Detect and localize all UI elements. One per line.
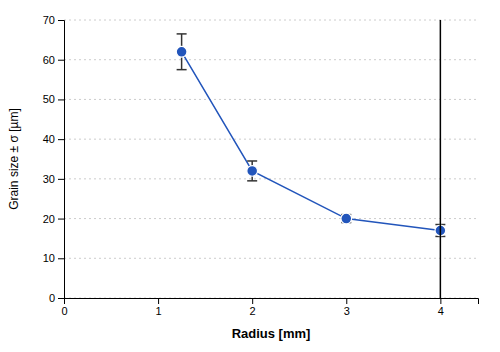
- x-tick-label: 0: [61, 305, 67, 317]
- grid-line: [64, 178, 478, 179]
- grid-line: [64, 218, 478, 219]
- x-tick-label: 4: [438, 305, 444, 317]
- x-axis-title: Radius [mm]: [232, 326, 311, 341]
- y-tick: 10: [43, 252, 64, 264]
- y-axis: 0 10 20 30 40 50 60 70: [43, 14, 65, 304]
- grid-line: [64, 139, 478, 140]
- y-tick: 20: [43, 213, 64, 225]
- chart-container: 01234010203040506070Radius [mm]Grain siz…: [0, 0, 500, 352]
- y-axis-title: Grain size ± σ [µm]: [7, 108, 21, 210]
- marker: [176, 46, 187, 57]
- x-tick-label: 2: [250, 305, 256, 317]
- y-tick-mark: [58, 99, 64, 100]
- y-tick: 50: [43, 93, 64, 105]
- y-tick-label: 70: [43, 14, 55, 26]
- y-tick-mark: [58, 298, 64, 299]
- x-tick-mark: [158, 298, 159, 304]
- x-tick-mark: [440, 298, 441, 304]
- error-cap-upper: [177, 33, 187, 35]
- marker: [341, 213, 352, 224]
- error-bars: [177, 34, 446, 237]
- series-line: [182, 52, 441, 231]
- y-tick: 60: [43, 54, 64, 66]
- x-tick-label: 3: [344, 305, 350, 317]
- x-tick: 2: [250, 298, 256, 317]
- x-axis-line: [65, 299, 479, 305]
- y-tick-mark: [58, 60, 64, 61]
- grid-line: [64, 99, 478, 100]
- plot-area: [176, 20, 445, 298]
- grid: [64, 20, 478, 298]
- y-axis-line: [58, 21, 65, 299]
- grid-line: [64, 59, 478, 60]
- y-tick: 30: [43, 173, 64, 185]
- y-tick: 40: [43, 133, 64, 145]
- grid-line: [64, 20, 478, 21]
- chart-svg: 01234010203040506070Radius [mm]Grain siz…: [0, 0, 500, 352]
- y-tick: 0: [49, 292, 64, 304]
- y-tick-mark: [58, 20, 64, 21]
- error-cap-upper: [247, 160, 257, 162]
- y-tick-label: 0: [49, 292, 55, 304]
- y-tick-label: 20: [43, 213, 55, 225]
- x-tick: 0: [61, 298, 67, 317]
- markers: [176, 46, 445, 235]
- x-tick: 4: [438, 298, 444, 317]
- y-tick-mark: [58, 258, 64, 259]
- x-tick: 1: [156, 298, 162, 317]
- y-tick-label: 60: [43, 54, 55, 66]
- x-tick-mark: [346, 298, 347, 304]
- y-tick: 70: [43, 14, 64, 26]
- grid-line: [64, 258, 478, 259]
- y-tick-mark: [58, 179, 64, 180]
- x-axis: 0 1 2 3 4: [61, 298, 478, 317]
- y-tick-label: 30: [43, 173, 55, 185]
- x-tick: 3: [344, 298, 350, 317]
- y-tick-mark: [58, 139, 64, 140]
- reference-line: [440, 20, 442, 298]
- x-tick-mark: [252, 298, 253, 304]
- x-tick-label: 1: [156, 305, 162, 317]
- y-tick-label: 40: [43, 133, 55, 145]
- error-cap-lower: [247, 180, 257, 182]
- marker: [247, 166, 258, 177]
- y-tick-mark: [58, 219, 64, 220]
- y-tick-label: 10: [43, 252, 55, 264]
- y-tick-label: 50: [43, 93, 55, 105]
- error-cap-lower: [177, 69, 187, 71]
